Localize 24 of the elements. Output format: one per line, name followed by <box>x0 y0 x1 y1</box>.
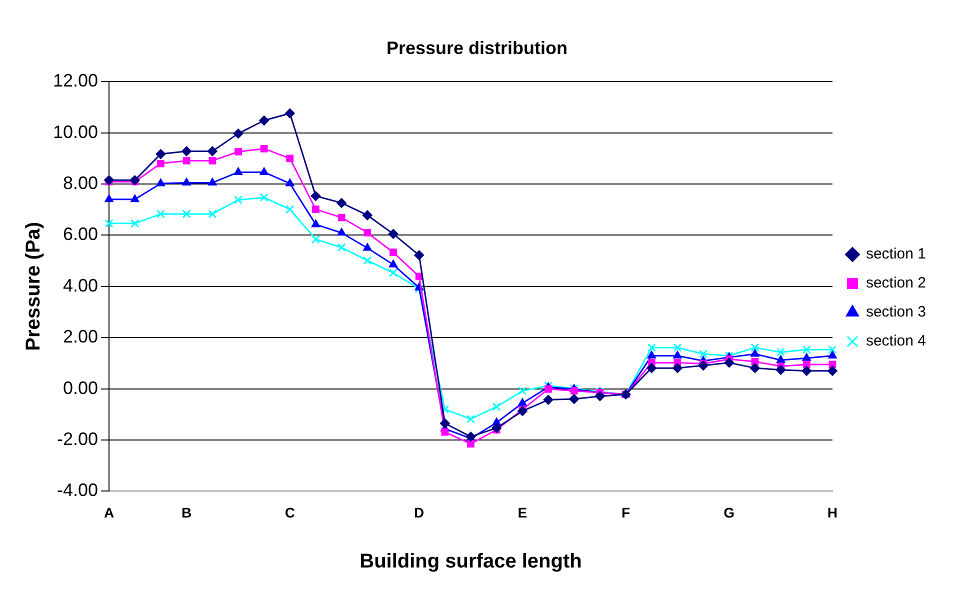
chart-title: Pressure distribution <box>386 38 568 58</box>
x-tick-label: B <box>181 504 192 520</box>
y-tick-label: 8.00 <box>62 172 98 193</box>
y-tick-label: 6.00 <box>62 224 98 244</box>
y-tick-label: 12.00 <box>52 70 98 91</box>
x-tick-label: D <box>414 504 424 520</box>
x-tick-label: E <box>518 504 528 520</box>
x-tick-label: G <box>724 504 735 520</box>
legend-label: section 2 <box>866 274 926 292</box>
y-tick-label: 10.00 <box>52 122 98 142</box>
y-axis-title: Pressure (Pa) <box>22 222 45 351</box>
x-tick-label: F <box>621 504 630 520</box>
y-tick-label: 2.00 <box>62 326 98 347</box>
y-tick-label: -2.00 <box>57 428 98 449</box>
legend-label: section 3 <box>866 304 926 321</box>
y-tick-label: -4.00 <box>57 480 98 500</box>
x-tick-label: A <box>104 504 114 520</box>
y-tick-label: 4.00 <box>62 275 98 296</box>
x-tick-label: C <box>284 504 295 520</box>
x-axis-title: Building surface length <box>360 550 582 573</box>
y-tick-label: 0.00 <box>62 378 98 398</box>
x-tick-label: H <box>827 504 838 520</box>
legend-label: section 4 <box>866 332 926 350</box>
legend-label: section 1 <box>866 246 926 263</box>
